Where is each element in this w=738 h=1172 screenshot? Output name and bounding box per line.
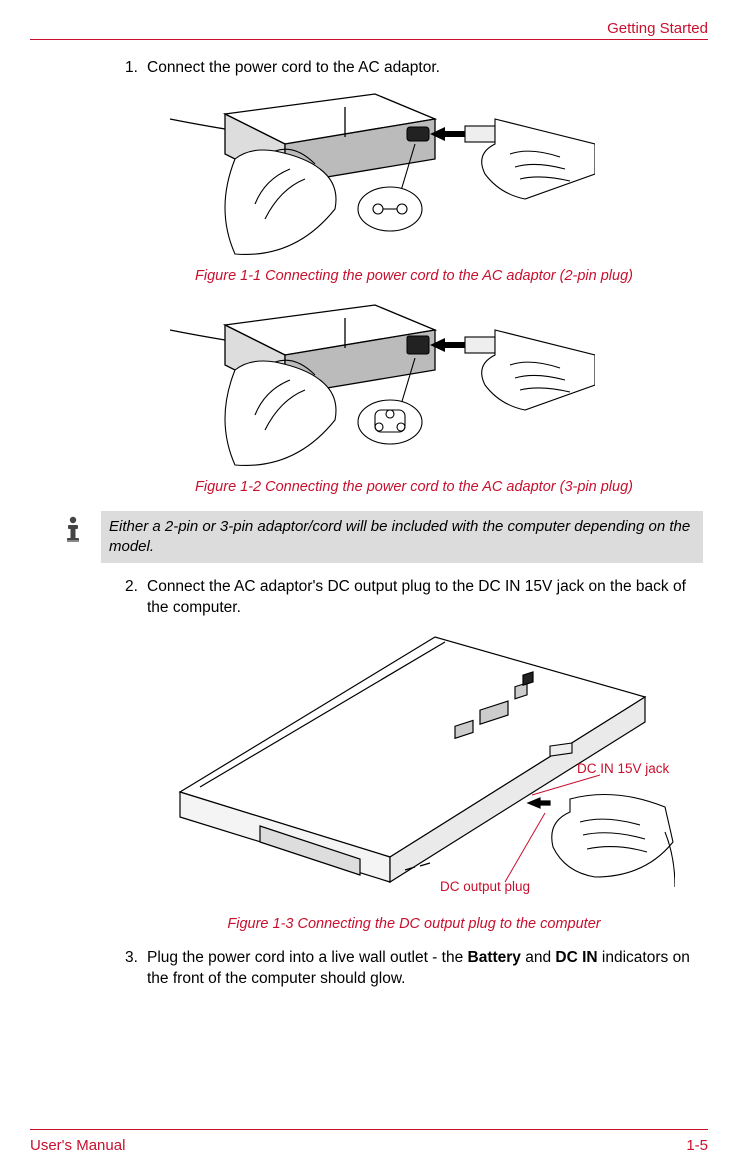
steps-list: 1. Connect the power cord to the AC adap… — [125, 58, 703, 79]
figure-1-2-caption: Figure 1-2 Connecting the power cord to … — [125, 479, 703, 495]
step-3-prefix: Plug the power cord into a live wall out… — [147, 949, 468, 966]
figure-1-1-caption: Figure 1-1 Connecting the power cord to … — [125, 268, 703, 284]
step-3-mid: and — [521, 949, 555, 966]
note-text: Either a 2-pin or 3-pin adaptor/cord wil… — [101, 511, 703, 564]
step-2-text: Connect the AC adaptor's DC output plug … — [147, 578, 686, 616]
step-2-number: 2. — [125, 577, 138, 598]
figure-1-3-wrap: DC IN 15V jack DC output plug — [145, 627, 675, 912]
footer-rule — [30, 1129, 708, 1130]
header-section-title: Getting Started — [30, 20, 708, 39]
footer-left: User's Manual — [30, 1137, 125, 1154]
step-1-number: 1. — [125, 58, 138, 79]
info-icon — [53, 511, 93, 547]
page: Getting Started 1. Connect the power cor… — [0, 0, 738, 1172]
step-3: 3. Plug the power cord into a live wall … — [125, 948, 703, 990]
note: Either a 2-pin or 3-pin adaptor/cord wil… — [53, 511, 703, 564]
footer-right: 1-5 — [686, 1137, 708, 1154]
figure-1-2 — [165, 300, 595, 475]
header-rule — [30, 39, 708, 40]
step-1-text: Connect the power cord to the AC adaptor… — [147, 59, 440, 76]
figure-1-3-caption: Figure 1-3 Connecting the DC output plug… — [125, 916, 703, 932]
content-area: 1. Connect the power cord to the AC adap… — [30, 58, 708, 990]
step-2: 2. Connect the AC adaptor's DC output pl… — [125, 577, 703, 619]
step-3-text: Plug the power cord into a live wall out… — [147, 949, 690, 987]
callout-dc-output-plug: DC output plug — [440, 879, 530, 894]
footer: User's Manual 1-5 — [30, 1137, 708, 1154]
step-1: 1. Connect the power cord to the AC adap… — [125, 58, 703, 79]
step-3-number: 3. — [125, 948, 138, 969]
steps-list-2: 2. Connect the AC adaptor's DC output pl… — [125, 577, 703, 619]
figure-1-1 — [165, 89, 595, 264]
callout-dc-in-jack: DC IN 15V jack — [577, 761, 669, 776]
steps-list-3: 3. Plug the power cord into a live wall … — [125, 948, 703, 990]
step-3-bold-battery: Battery — [468, 949, 521, 966]
step-3-bold-dcin: DC IN — [555, 949, 597, 966]
